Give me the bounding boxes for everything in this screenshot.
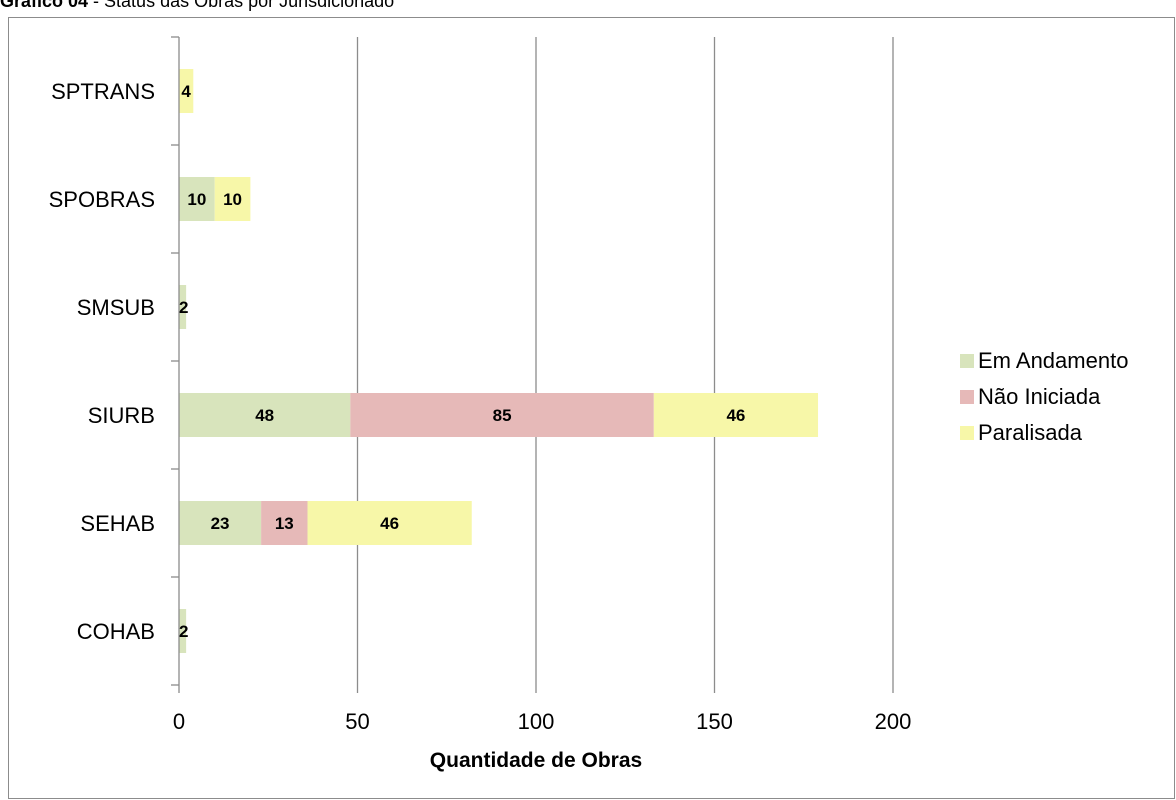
data-label-spobras-em-andamento: 10: [187, 190, 206, 209]
data-label-cohab-em-andamento: 2: [179, 622, 188, 641]
bar-cohab-em-andamento: [179, 609, 187, 653]
bars: [179, 69, 819, 653]
data-label-siurb-nao-iniciada: 85: [493, 406, 512, 425]
bar-sehab-nao-iniciada: [261, 501, 308, 545]
data-label-siurb-em-andamento: 48: [255, 406, 274, 425]
gridlines: [356, 37, 894, 685]
x-tick-label-150: 150: [696, 709, 733, 734]
data-label-siurb-paralisada: 46: [726, 406, 745, 425]
bar-sehab-em-andamento: [179, 501, 262, 545]
data-label-sehab-nao-iniciada: 13: [275, 514, 294, 533]
data-label-smsub-em-andamento: 2: [179, 298, 188, 317]
labels: 0 50 100 150 200 SPTRANS 4 SPOBRAS 10 10 SMSUB 2 SIU…: [49, 79, 912, 772]
caption-prefix: Gráfico 04: [0, 0, 89, 11]
x-tick-label-0: 0: [173, 709, 185, 734]
bar-sehab-paralisada: [307, 501, 472, 545]
bar-siurb-nao-iniciada: [350, 393, 654, 437]
legend-label-em-andamento: Em Andamento: [978, 348, 1128, 373]
x-tick-label-100: 100: [518, 709, 555, 734]
legend: Em Andamento Não Iniciada Paralisada: [960, 348, 1128, 445]
legend-swatch-em-andamento: [960, 354, 974, 368]
bar-spobras-paralisada: [214, 177, 251, 221]
data-label-sehab-paralisada: 46: [380, 514, 399, 533]
x-axis-title: Quantidade de Obras: [430, 749, 642, 772]
x-tick-label-50: 50: [345, 709, 369, 734]
bar-smsub-em-andamento: [179, 285, 187, 329]
chart-caption: Gráfico 04 - Status das Obras por Jurisd…: [0, 0, 394, 11]
category-label-cohab: COHAB: [77, 619, 155, 644]
legend-label-paralisada: Paralisada: [978, 420, 1083, 445]
category-label-sehab: SEHAB: [80, 511, 155, 536]
category-label-siurb: SIURB: [88, 403, 155, 428]
bar-sptrans-paralisada: [179, 69, 194, 113]
legend-swatch-paralisada: [960, 426, 974, 440]
category-label-spobras: SPOBRAS: [49, 187, 155, 212]
axes: [171, 36, 894, 693]
bar-siurb-paralisada: [653, 393, 819, 437]
data-label-spobras-paralisada: 10: [223, 190, 242, 209]
bar-spobras-em-andamento: [179, 177, 215, 221]
legend-swatch-nao-iniciada: [960, 390, 974, 404]
bar-siurb-em-andamento: [179, 393, 351, 437]
legend-label-nao-iniciada: Não Iniciada: [978, 384, 1101, 409]
data-label-sehab-em-andamento: 23: [211, 514, 230, 533]
caption-text: - Status das Obras por Jurisdicionado: [88, 0, 395, 11]
category-label-smsub: SMSUB: [77, 295, 155, 320]
data-label-sptrans-paralisada: 4: [181, 82, 191, 101]
category-label-sptrans: SPTRANS: [51, 79, 155, 104]
x-tick-label-200: 200: [875, 709, 912, 734]
